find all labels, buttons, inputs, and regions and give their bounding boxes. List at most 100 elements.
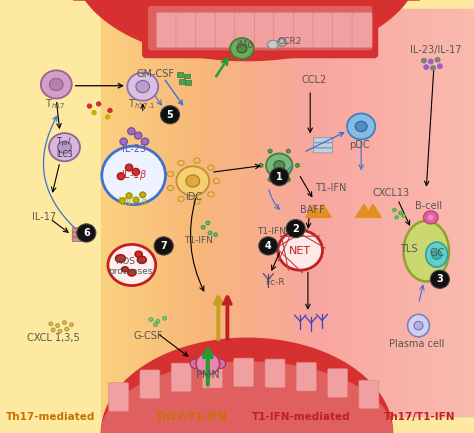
Bar [111,9,115,416]
Bar [179,9,183,416]
Bar [284,9,288,416]
FancyBboxPatch shape [359,380,379,409]
Bar [409,9,411,416]
FancyBboxPatch shape [313,138,332,142]
Bar [206,9,209,416]
Bar [319,9,321,416]
Bar [378,9,381,416]
Bar [161,9,164,416]
Bar [279,9,283,416]
Bar [247,9,251,416]
Circle shape [77,224,96,242]
Ellipse shape [208,165,214,170]
Bar [412,9,416,416]
Polygon shape [356,204,372,217]
Bar [312,9,315,416]
Ellipse shape [119,198,125,204]
Bar [289,9,293,416]
FancyBboxPatch shape [177,72,183,77]
Bar [177,9,180,416]
FancyBboxPatch shape [171,363,191,392]
Text: CXCL 1,3,5: CXCL 1,3,5 [27,333,80,343]
Text: Th17/T1-IFN: Th17/T1-IFN [383,412,455,422]
FancyBboxPatch shape [72,233,88,237]
Text: Plasma cell: Plasma cell [390,339,445,349]
Bar [216,9,219,416]
Ellipse shape [65,327,69,331]
Bar [305,9,309,416]
Bar [232,9,235,416]
Bar [135,9,138,416]
Ellipse shape [408,314,429,337]
Bar [201,9,204,416]
Text: CCL2: CCL2 [301,75,327,85]
Bar [263,9,266,416]
FancyBboxPatch shape [328,368,347,397]
Ellipse shape [117,173,125,180]
Ellipse shape [149,318,153,321]
Bar [140,9,144,416]
Text: T1-IFN: T1-IFN [257,227,286,236]
Bar [184,9,188,416]
Bar [242,9,246,416]
Ellipse shape [167,171,174,177]
Ellipse shape [237,44,247,53]
FancyBboxPatch shape [296,362,316,391]
Bar [125,9,128,416]
Bar [364,9,366,416]
Bar [258,9,261,416]
Bar [335,9,337,416]
Ellipse shape [128,72,158,100]
Bar [308,9,311,416]
Bar [367,9,371,416]
Polygon shape [306,204,322,217]
Ellipse shape [108,109,112,113]
Bar [441,9,444,416]
Bar [394,9,397,416]
Ellipse shape [426,242,447,267]
Bar [400,9,403,416]
Bar [433,9,436,416]
Bar [404,9,407,416]
Text: IL-23/IL-17: IL-23/IL-17 [410,45,461,55]
Text: 4: 4 [265,241,272,251]
Ellipse shape [296,164,299,167]
Bar [195,9,199,416]
FancyBboxPatch shape [185,80,191,85]
Bar [415,9,418,416]
Ellipse shape [176,166,209,196]
Ellipse shape [141,138,149,145]
Bar [208,9,212,416]
FancyBboxPatch shape [143,0,377,58]
Ellipse shape [51,328,55,332]
Bar [396,9,399,416]
FancyBboxPatch shape [109,383,128,411]
Bar [339,9,342,416]
Text: Th17-mediated: Th17-mediated [6,412,96,422]
Bar [146,9,149,416]
Ellipse shape [88,104,91,108]
FancyBboxPatch shape [156,13,176,48]
Bar [451,9,455,416]
Bar [370,9,373,416]
Text: T1-IFN-mediated: T1-IFN-mediated [252,412,350,422]
Bar [402,9,405,416]
Text: G-CSF: G-CSF [134,330,164,341]
Ellipse shape [56,324,59,327]
Bar [253,9,256,416]
Bar [365,9,368,416]
Ellipse shape [230,38,254,59]
Bar [327,9,329,416]
Text: T$_{h17}$: T$_{h17}$ [45,97,65,111]
Ellipse shape [355,121,367,132]
FancyBboxPatch shape [176,13,196,48]
Bar [229,9,233,416]
Ellipse shape [286,149,290,153]
Ellipse shape [49,322,53,326]
Text: 3: 3 [437,274,443,284]
Ellipse shape [132,168,139,175]
Text: TLS: TLS [400,244,418,254]
Bar [374,9,377,416]
Bar [406,9,410,416]
Bar [127,9,130,416]
